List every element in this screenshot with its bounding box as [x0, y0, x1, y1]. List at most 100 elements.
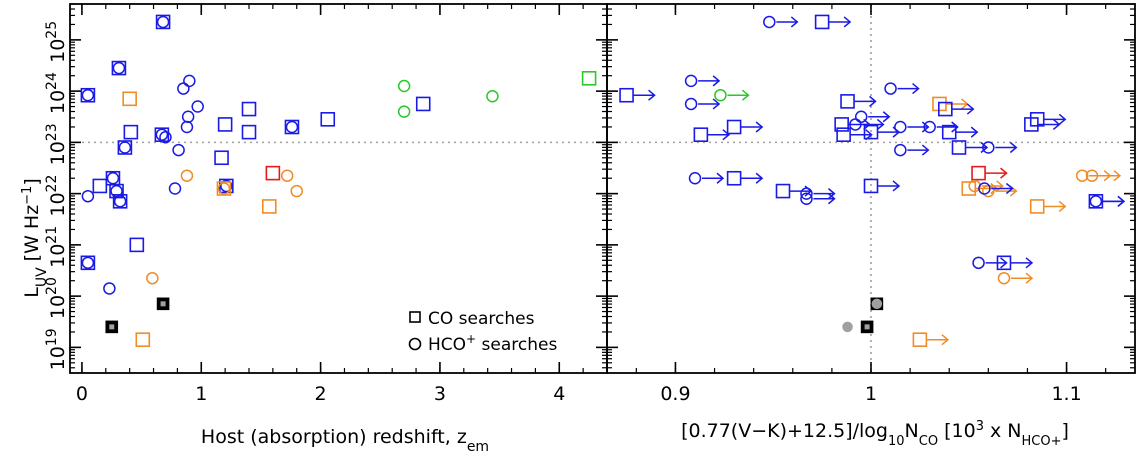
data-point-circle: [982, 141, 995, 154]
data-point-square: [415, 96, 431, 112]
data-point-circle: [217, 182, 231, 195]
left-panel: 0 1 2 3 4 1019 1020 1021 1022 1023 1024 1025: [44, 3, 608, 405]
limit-arrow-head: [716, 172, 725, 184]
data-point-square: [863, 178, 879, 194]
data-point-square: [1088, 194, 1104, 209]
data-point-square: [265, 165, 281, 181]
data-point-square: [1029, 199, 1045, 214]
limit-arrow-head: [1009, 141, 1018, 154]
data-point-circle: [923, 120, 936, 134]
limit-arrow-head: [648, 89, 656, 101]
data-point-square: [117, 140, 133, 155]
data-point-circle: [280, 169, 294, 182]
data-point-circle: [714, 88, 727, 102]
data-point-circle: [972, 256, 985, 270]
data-point-circle: [684, 74, 698, 88]
data-point-square: [863, 124, 879, 140]
limit-arrow-head: [1005, 182, 1014, 195]
data-point-square: [123, 124, 139, 140]
limit-arrow-head: [980, 141, 989, 154]
limit-arrow-head: [876, 118, 885, 131]
data-point-circle: [168, 182, 182, 195]
data-point-square: [619, 87, 634, 103]
y-tick-label: 1022: [44, 175, 69, 217]
data-point-square: [80, 255, 96, 271]
data-point-square: [261, 199, 277, 214]
limit-arrow-head: [970, 126, 979, 138]
data-point-square: [951, 140, 967, 155]
data-point-square: [938, 101, 953, 117]
limit-arrow-head: [1113, 170, 1122, 182]
x-tick-label: 3: [434, 383, 446, 405]
data-point-circle: [290, 184, 303, 198]
legend: CO searches HCO+ searches: [408, 309, 557, 355]
data-point-square: [241, 101, 257, 117]
data-point-circle: [81, 88, 95, 102]
data-point-circle: [871, 298, 883, 310]
y-tick-label: 1020: [44, 277, 69, 319]
data-point-square-inner: [864, 324, 870, 330]
limit-arrow-head: [827, 193, 836, 205]
y-tick-label: 1019: [44, 328, 69, 370]
data-point-circle: [842, 321, 853, 333]
x-tick-label: 0.9: [660, 383, 690, 405]
legend-label-hco: HCO+ searches: [428, 332, 557, 355]
limit-arrow-head: [892, 180, 901, 192]
data-point-circle: [800, 192, 813, 205]
x-tick-label: 1: [865, 383, 877, 405]
limit-arrow-head: [712, 98, 721, 110]
limit-arrow-head: [1058, 200, 1067, 213]
x-tick-label: 1: [195, 383, 207, 405]
data-point-square-inner: [160, 301, 166, 307]
data-point-circle: [146, 271, 159, 285]
data-point-square: [129, 237, 145, 253]
data-point-circle: [183, 74, 196, 88]
data-point-circle: [486, 90, 499, 103]
data-point-square: [834, 117, 849, 132]
data-point-square: [726, 170, 742, 186]
data-point-circle: [159, 131, 172, 144]
data-point-circle: [894, 143, 907, 157]
limit-arrow-head: [712, 75, 721, 87]
data-point-circle: [112, 61, 126, 75]
data-point-circle: [684, 97, 698, 111]
data-point-circle: [997, 271, 1011, 285]
limit-arrow-head: [755, 172, 764, 184]
data-point-square: [112, 194, 128, 209]
data-point-circle: [220, 179, 233, 193]
data-point-circle: [81, 256, 95, 270]
data-point-square: [941, 124, 957, 140]
y-tick-label: 1025: [44, 21, 69, 63]
limit-arrow-head: [912, 82, 920, 95]
data-point-circle: [1075, 169, 1089, 182]
data-point-circle: [191, 100, 204, 113]
y-axis-label: LUV[W Hz−1]: [20, 178, 51, 298]
data-point-square: [693, 127, 709, 142]
data-point-circle: [982, 184, 995, 198]
legend-square-marker: [409, 311, 421, 323]
right-panel: 0.9 1 1.1: [606, 3, 1136, 405]
data-point-square: [814, 14, 830, 30]
data-point-square: [836, 127, 851, 142]
data-point-square: [111, 60, 127, 76]
data-point-circle: [763, 15, 776, 29]
data-point-square: [135, 332, 151, 347]
data-point-square: [155, 14, 171, 30]
data-point-circle: [800, 187, 813, 200]
data-point-square: [726, 119, 742, 135]
x-tick-label: 2: [315, 383, 327, 405]
limit-arrow-head: [951, 121, 959, 133]
limit-arrow-head: [741, 89, 750, 101]
data-point-circle: [180, 120, 194, 134]
limit-arrow-head: [869, 95, 877, 107]
data-point-circle: [397, 79, 411, 93]
limit-arrow-head: [1025, 257, 1034, 269]
data-point-circle: [156, 15, 170, 29]
legend-label-co: CO searches: [428, 309, 535, 329]
data-point-square: [320, 112, 336, 127]
limit-arrow-head: [921, 121, 930, 133]
data-point-circle: [854, 110, 868, 123]
x-tick-label: 0: [76, 383, 88, 405]
data-point-square: [122, 91, 137, 107]
data-point-circle: [1085, 169, 1099, 182]
